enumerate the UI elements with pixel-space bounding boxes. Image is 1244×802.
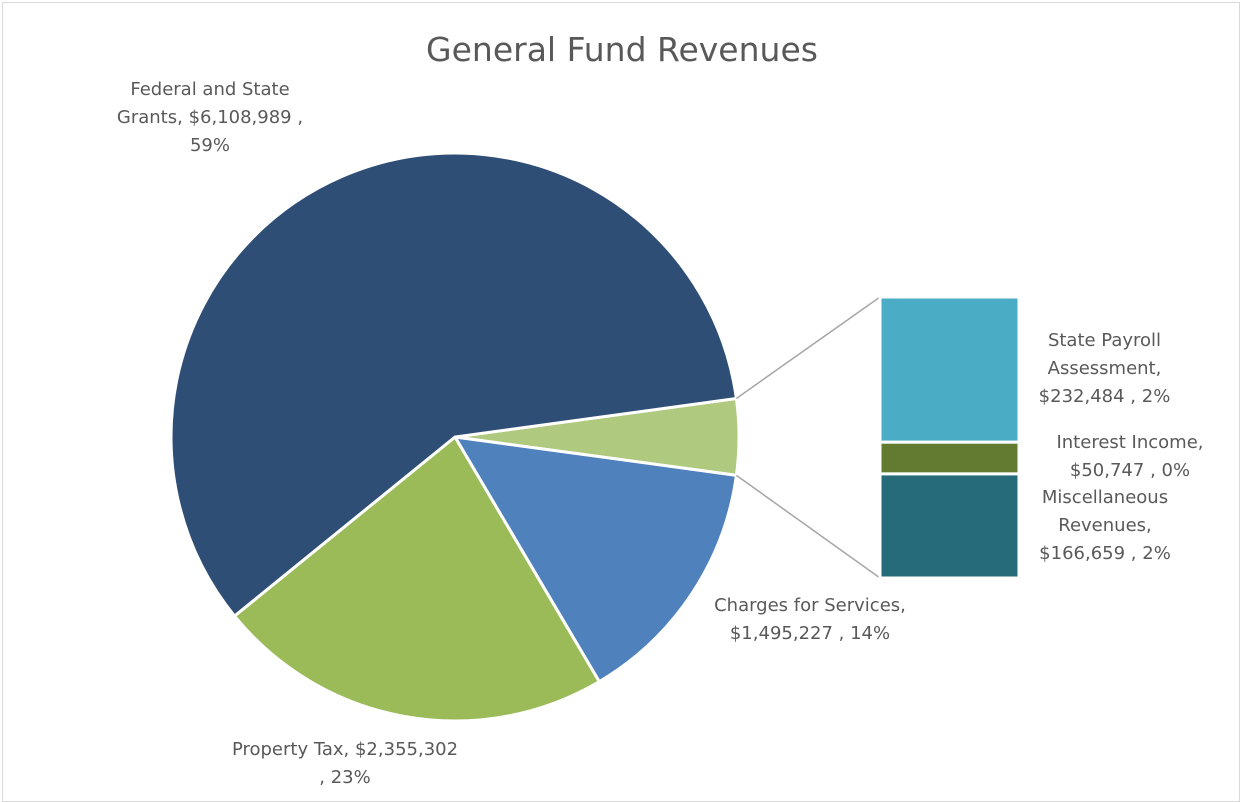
data-label: Charges for Services, $1,495,227 , 14% bbox=[690, 592, 930, 648]
pie-slice bbox=[232, 434, 602, 723]
label-part: 59% bbox=[189, 135, 230, 156]
pie-slice bbox=[452, 435, 739, 684]
connector-line bbox=[735, 474, 881, 579]
label-part: $232,484 , bbox=[1038, 386, 1137, 407]
label-part: $2,355,302 , bbox=[319, 739, 459, 788]
label-part: $1,495,227 , bbox=[729, 623, 845, 644]
data-label: Miscellaneous Revenues, $166,659 , 2% bbox=[1020, 484, 1190, 568]
label-part: $50,747 , bbox=[1069, 460, 1156, 481]
label-part: 2% bbox=[1141, 386, 1171, 407]
data-label: Property Tax, $2,355,302 , 23% bbox=[230, 736, 460, 792]
label-part: $166,659 , bbox=[1039, 543, 1137, 564]
label-part: 14% bbox=[850, 623, 891, 644]
label-part: 2% bbox=[1142, 543, 1171, 564]
pie-slice bbox=[169, 151, 739, 619]
label-part: Property Tax, bbox=[231, 739, 350, 760]
label-part: Charges for Services, bbox=[714, 595, 906, 616]
connector-line bbox=[735, 296, 881, 400]
label-part: $6,108,989 , bbox=[188, 107, 304, 128]
label-part: Interest Income, bbox=[1056, 432, 1204, 453]
label-part: 0% bbox=[1161, 460, 1191, 481]
bar-segment bbox=[878, 472, 1021, 580]
label-part: 23% bbox=[330, 767, 371, 788]
chart-title: General Fund Revenues bbox=[426, 30, 818, 69]
data-label: State Payroll Assessment, $232,484 , 2% bbox=[1022, 327, 1187, 411]
label-part: Miscellaneous Revenues, bbox=[1041, 487, 1169, 536]
data-label: Federal and State Grants, $6,108,989 , 5… bbox=[95, 76, 325, 160]
label-part: State Payroll Assessment, bbox=[1047, 330, 1162, 379]
data-label: Interest Income, $50,747 , 0% bbox=[1030, 429, 1230, 485]
bar-segment bbox=[878, 440, 1021, 476]
label-part: Federal and State Grants, bbox=[116, 79, 290, 128]
bar-segment bbox=[878, 295, 1021, 444]
